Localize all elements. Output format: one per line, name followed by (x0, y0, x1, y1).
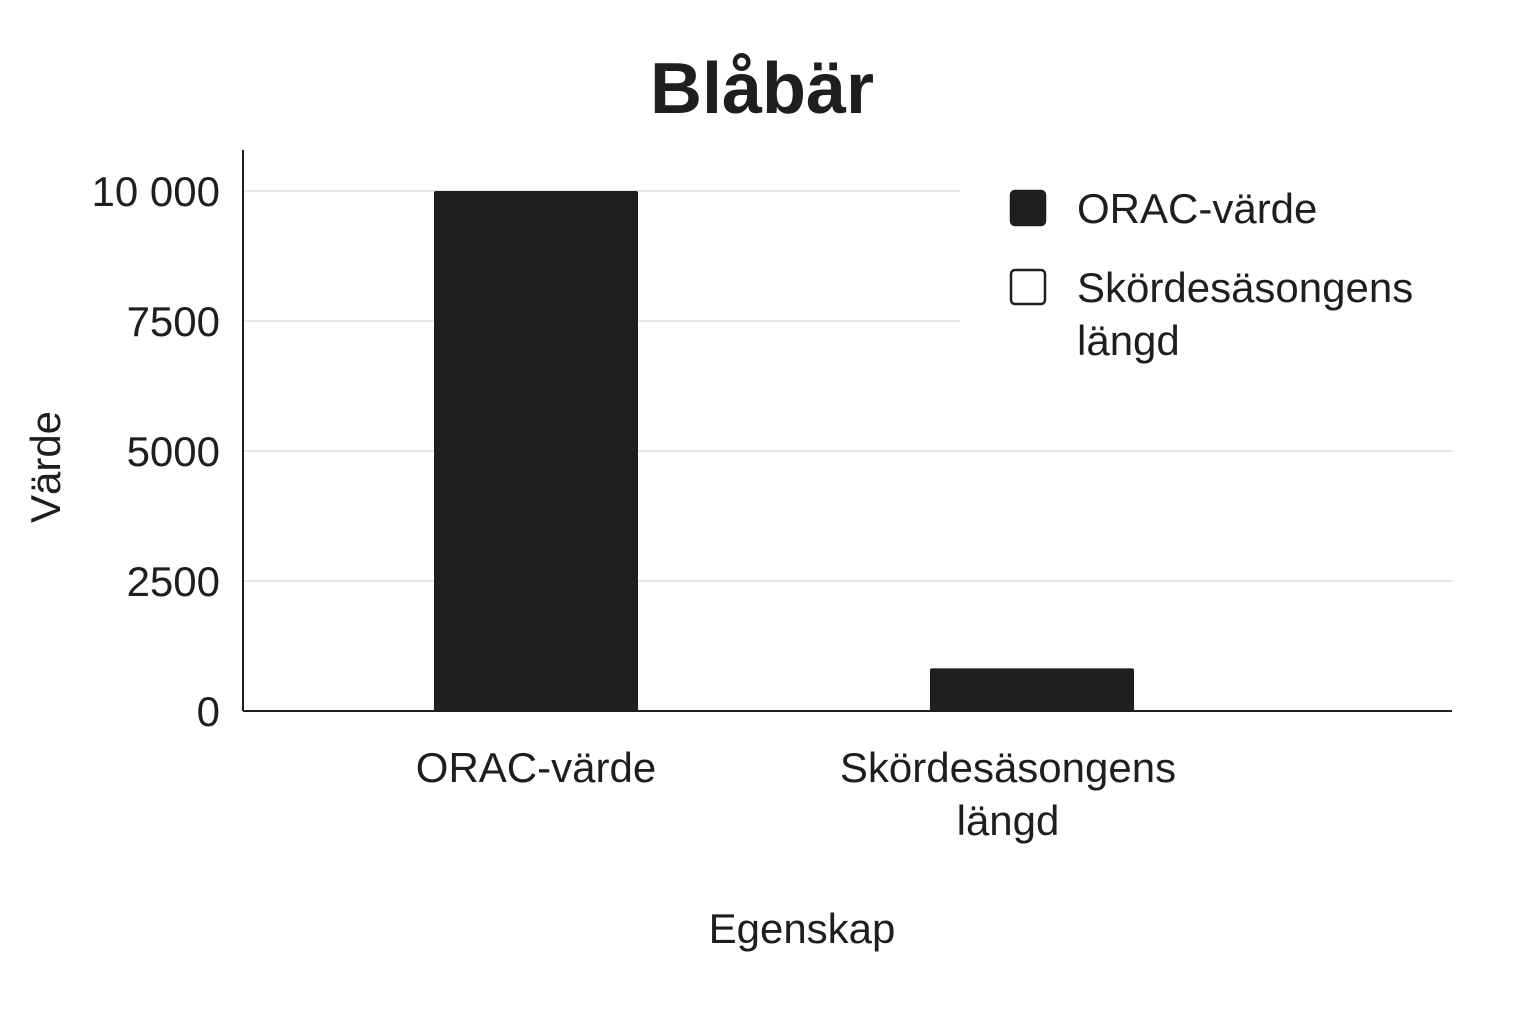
bar (434, 191, 638, 711)
legend: ORAC-värde Skördesäsongens längd (1009, 185, 1413, 364)
x-tick-label: Skördesäsongens längd (840, 744, 1176, 844)
y-tick-label: 10 000 (92, 168, 220, 215)
legend-entry: ORAC-värde (1009, 185, 1317, 232)
y-tick-label: 5000 (127, 428, 220, 475)
legend-label: Skördesäsongens längd (1077, 264, 1413, 364)
bar (930, 668, 1134, 711)
legend-label: ORAC-värde (1077, 185, 1317, 232)
y-tick-label: 0 (197, 688, 220, 735)
x-tick-label: ORAC-värde (416, 744, 656, 791)
axes (242, 150, 1452, 712)
bars (434, 191, 1134, 711)
y-axis-label: Värde (22, 411, 69, 523)
grid-lines (243, 190, 1452, 582)
legend-swatch (1009, 189, 1047, 227)
y-tick-label: 2500 (127, 558, 220, 605)
chart-title: Blåbär (650, 49, 874, 129)
legend-entry: Skördesäsongens längd (1009, 264, 1413, 364)
x-axis-label: Egenskap (709, 905, 896, 952)
y-tick-label: 7500 (127, 298, 220, 345)
x-tick-labels: ORAC-värde Skördesäsongens längd (416, 744, 1176, 844)
legend-swatch (1009, 268, 1047, 306)
y-tick-labels: 0 2500 5000 7500 10 000 (92, 168, 220, 735)
